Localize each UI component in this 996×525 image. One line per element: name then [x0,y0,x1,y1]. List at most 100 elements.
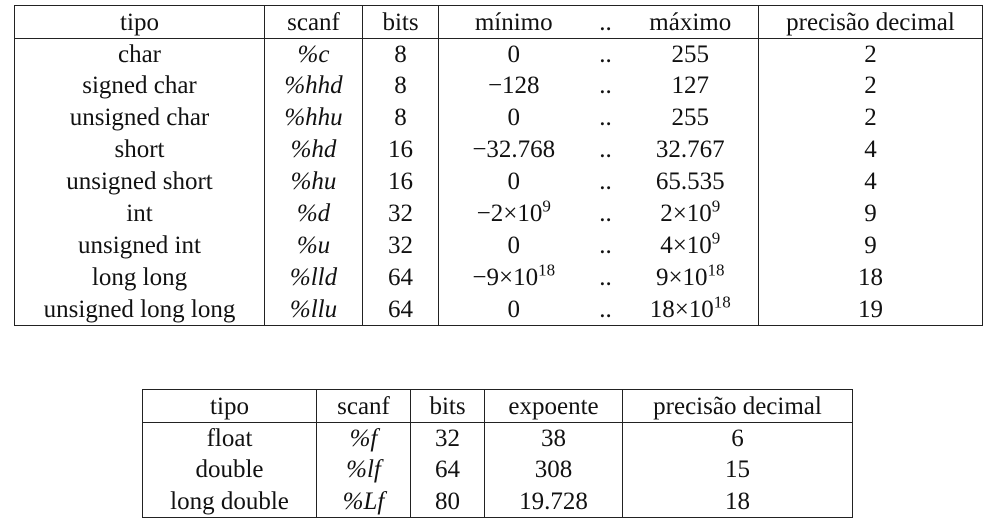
type-name-cell: int [14,197,265,230]
type-name-cell: long long [14,261,265,294]
minimum-cell: 0 [438,293,589,326]
type-name-cell: signed char [14,69,265,102]
scanf-format-cell: %u [264,229,363,262]
header-precisao-decimal: precisão decimal [758,5,983,39]
table-row: double %lf 64 308 15 [142,453,853,486]
scanf-format-cell: %hhd [264,69,363,102]
type-name-cell: double [142,453,317,486]
header-range-dots: .. [588,5,623,39]
scanf-format-cell: %lf [316,453,411,486]
minimum-cell: −32.768 [438,133,589,166]
scanf-format-cell: %d [264,197,363,230]
bits-cell: 32 [362,197,439,230]
type-name-cell: char [14,38,265,70]
header-tipo: tipo [142,389,317,423]
range-dots-cell: .. [599,264,612,291]
bits-cell: 8 [362,38,439,70]
maximum-cell: 127 [622,69,759,102]
bits-cell: 16 [362,133,439,166]
type-name-cell: unsigned int [14,229,265,262]
range-dots-cell: .. [599,168,612,195]
float-types-table: tipo scanf bits expoente precisão decima… [142,389,853,518]
bits-cell: 8 [362,101,439,134]
scanf-format-cell: %lld [264,261,363,294]
header-bits: bits [362,5,439,39]
header-precisao-decimal: precisão decimal [622,389,853,423]
minimum-cell: −128 [438,69,589,102]
maximum-cell: 18×1018 [622,293,759,326]
minimum-cell: 0 [438,229,589,262]
maximum-cell: 255 [622,38,759,70]
decimal-precision-cell: 6 [622,422,853,454]
header-expoente: expoente [484,389,623,423]
scanf-format-cell: %hhu [264,101,363,134]
decimal-precision-cell: 2 [758,38,983,70]
decimal-precision-cell: 9 [758,197,983,230]
range-dots-cell: .. [599,72,612,99]
table-row: char %c 8 0.. 255 2 [14,38,983,70]
bits-cell: 16 [362,165,439,198]
decimal-precision-cell: 4 [758,133,983,166]
decimal-precision-cell: 4 [758,165,983,198]
type-name-cell: unsigned long long [14,293,265,326]
type-name-cell: float [142,422,317,454]
minimum-cell: −2×109 [438,197,589,230]
scanf-format-cell: %Lf [316,485,411,518]
bits-cell: 64 [362,293,439,326]
table-row: long long %lld 64 −9×1018.. 9×1018 18 [14,261,983,294]
decimal-precision-cell: 2 [758,101,983,134]
type-name-cell: unsigned short [14,165,265,198]
bits-cell: 64 [410,453,485,486]
scanf-format-cell: %f [316,422,411,454]
decimal-precision-cell: 19 [758,293,983,326]
maximum-cell: 255 [622,101,759,134]
range-dots-cell: .. [599,104,612,131]
maximum-cell: 65.535 [622,165,759,198]
decimal-precision-cell: 2 [758,69,983,102]
bits-cell: 32 [410,422,485,454]
exponent-cell: 308 [484,453,623,486]
minimum-cell: 0 [438,101,589,134]
type-name-cell: short [14,133,265,166]
maximum-cell: 9×1018 [622,261,759,294]
header-bits: bits [410,389,485,423]
integer-table-header-row: tipo scanf bits mínimo .. máximo precisã… [14,5,983,39]
table-row: unsigned long long %llu 64 0.. 18×1018 19 [14,293,983,326]
table-row: unsigned char %hhu 8 0.. 255 2 [14,101,983,134]
minimum-cell: −9×1018 [438,261,589,294]
scanf-format-cell: %hd [264,133,363,166]
table-row: unsigned int %u 32 0.. 4×109 9 [14,229,983,262]
table-row: int %d 32 −2×109.. 2×109 9 [14,197,983,230]
decimal-precision-cell: 9 [758,229,983,262]
table-row: unsigned short %hu 16 0.. 65.535 4 [14,165,983,198]
exponent-cell: 38 [484,422,623,454]
maximum-cell: 32.767 [622,133,759,166]
range-dots-cell: .. [599,136,612,163]
exponent-cell: 19.728 [484,485,623,518]
scanf-format-cell: %c [264,38,363,70]
bits-cell: 80 [410,485,485,518]
float-table-header-row: tipo scanf bits expoente precisão decima… [142,389,853,423]
scanf-format-cell: %llu [264,293,363,326]
range-dots-cell: .. [599,200,612,227]
header-scanf: scanf [264,5,363,39]
type-name-cell: long double [142,485,317,518]
table-row: long double %Lf 80 19.728 18 [142,485,853,518]
maximum-cell: 2×109 [622,197,759,230]
maximum-cell: 4×109 [622,229,759,262]
bits-cell: 64 [362,261,439,294]
table-row: float %f 32 38 6 [142,422,853,454]
scanf-format-cell: %hu [264,165,363,198]
range-dots-cell: .. [599,232,612,259]
header-scanf: scanf [316,389,411,423]
minimum-cell: 0 [438,165,589,198]
header-tipo: tipo [14,5,265,39]
integer-types-table: tipo scanf bits mínimo .. máximo precisã… [14,5,983,326]
type-name-cell: unsigned char [14,101,265,134]
decimal-precision-cell: 15 [622,453,853,486]
table-row: signed char %hhd 8 −128.. 127 2 [14,69,983,102]
range-dots-cell: .. [588,293,623,326]
header-maximo: máximo [622,5,759,39]
decimal-precision-cell: 18 [758,261,983,294]
header-minimo: mínimo [438,5,589,39]
